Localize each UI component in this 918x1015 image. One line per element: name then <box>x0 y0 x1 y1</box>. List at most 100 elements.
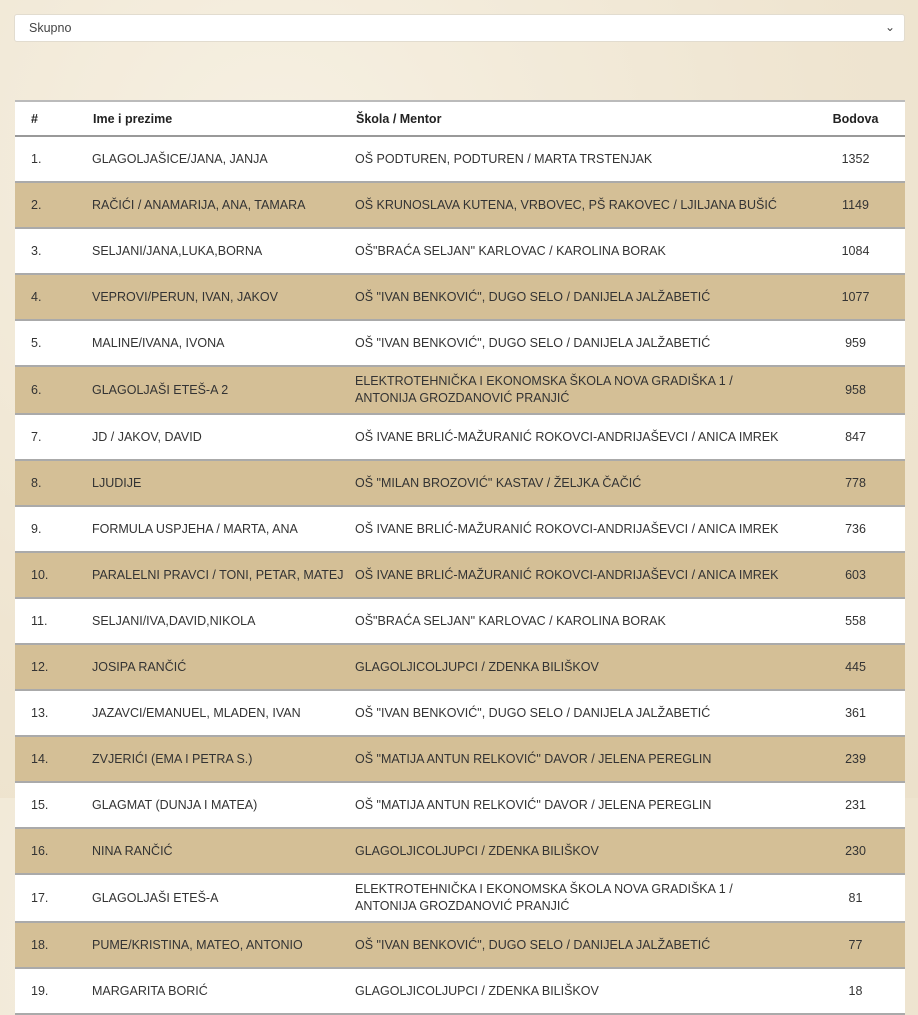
rank-cell: 17. <box>15 874 92 923</box>
name-cell: GLAGMAT (DUNJA I MATEA) <box>92 782 355 829</box>
rank-cell: 2. <box>15 182 92 229</box>
rank-cell: 10. <box>15 552 92 599</box>
school-cell: OŠ IVANE BRLIĆ-MAŽURANIĆ ROKOVCI-ANDRIJA… <box>355 552 806 599</box>
school-cell: OŠ PODTUREN, PODTUREN / MARTA TRSTENJAK <box>355 136 806 183</box>
points-cell: 77 <box>806 922 905 969</box>
rank-cell: 13. <box>15 690 92 737</box>
name-cell: RAČIĆI / ANAMARIJA, ANA, TAMARA <box>92 182 355 229</box>
points-cell: 603 <box>806 552 905 599</box>
table-row: 6. GLAGOLJAŠI ETEŠ-A 2 ELEKTROTEHNIČKA I E… <box>15 366 905 415</box>
points-cell: 445 <box>806 644 905 691</box>
rank-cell: 18. <box>15 922 92 969</box>
name-cell: GLAGOLJAŠI ETEŠ-A <box>92 874 355 923</box>
name-cell: VEPROVI/PERUN, IVAN, JAKOV <box>92 274 355 321</box>
school-cell: OŠ "MATIJA ANTUN RELKOVIĆ" DAVOR / JELEN… <box>355 736 806 783</box>
points-cell: 958 <box>806 366 905 415</box>
rank-cell: 5. <box>15 320 92 367</box>
table-row: 13. JAZAVCI/EMANUEL, MLADEN, IVAN OŠ "IVAN… <box>15 690 905 737</box>
name-cell: JD / JAKOV, DAVID <box>92 414 355 461</box>
rank-cell: 1. <box>15 136 92 183</box>
header-rank: # <box>15 100 92 137</box>
points-cell: 18 <box>806 968 905 1015</box>
category-select-value: Skupno <box>29 21 72 35</box>
rank-cell: 14. <box>15 736 92 783</box>
header-school: Škola / Mentor <box>355 100 806 137</box>
table-row: 18. PUME/KRISTINA, MATEO, ANTONIO OŠ "IVAN… <box>15 922 905 969</box>
name-cell: NINA RANČIĆ <box>92 828 355 875</box>
rank-cell: 9. <box>15 506 92 553</box>
name-cell: MARGARITA BORIĆ <box>92 968 355 1015</box>
name-cell: PUME/KRISTINA, MATEO, ANTONIO <box>92 922 355 969</box>
table-row: 8. LJUDIJE OŠ "MILAN BROZOVIĆ" KASTAV / ŽE… <box>15 460 905 507</box>
name-cell: SELJANI/JANA,LUKA,BORNA <box>92 228 355 275</box>
name-cell: GLAGOLJAŠICE/JANA, JANJA <box>92 136 355 183</box>
table-row: 15. GLAGMAT (DUNJA I MATEA) OŠ "MATIJA ANT… <box>15 782 905 829</box>
table-header: # Ime i prezime Škola / Mentor Bodova <box>15 100 905 137</box>
rank-cell: 19. <box>15 968 92 1015</box>
header-name: Ime i prezime <box>92 100 355 137</box>
table-row: 1. GLAGOLJAŠICE/JANA, JANJA OŠ PODTUREN, P… <box>15 136 905 183</box>
table-row: 16. NINA RANČIĆ GLAGOLJICOLJUPCI / ZDENKA … <box>15 828 905 875</box>
results-table: # Ime i prezime Škola / Mentor Bodova 1.… <box>15 100 905 1015</box>
school-cell: ELEKTROTEHNIČKA I EKONOMSKA ŠKOLA NOVA G… <box>355 366 806 415</box>
name-cell: FORMULA USPJEHA / MARTA, ANA <box>92 506 355 553</box>
points-cell: 959 <box>806 320 905 367</box>
table-row: 10. PARALELNI PRAVCI / TONI, PETAR, MATEJ… <box>15 552 905 599</box>
school-cell: OŠ "MILAN BROZOVIĆ" KASTAV / ŽELJKA ČAČI… <box>355 460 806 507</box>
name-cell: ZVJERIĆI (EMA I PETRA S.) <box>92 736 355 783</box>
school-cell: OŠ IVANE BRLIĆ-MAŽURANIĆ ROKOVCI-ANDRIJA… <box>355 506 806 553</box>
school-cell: ELEKTROTEHNIČKA I EKONOMSKA ŠKOLA NOVA G… <box>355 874 806 923</box>
table-row: 7. JD / JAKOV, DAVID OŠ IVANE BRLIĆ-MAŽURA… <box>15 414 905 461</box>
points-cell: 1352 <box>806 136 905 183</box>
table-row: 4. VEPROVI/PERUN, IVAN, JAKOV OŠ "IVAN BEN… <box>15 274 905 321</box>
rank-cell: 7. <box>15 414 92 461</box>
points-cell: 239 <box>806 736 905 783</box>
table-row: 5. MALINE/IVANA, IVONA OŠ "IVAN BENKOVIĆ",… <box>15 320 905 367</box>
school-cell: GLAGOLJICOLJUPCI / ZDENKA BILIŠKOV <box>355 828 806 875</box>
points-cell: 1084 <box>806 228 905 275</box>
school-cell: GLAGOLJICOLJUPCI / ZDENKA BILIŠKOV <box>355 968 806 1015</box>
table-row: 12. JOSIPA RANČIĆ GLAGOLJICOLJUPCI / ZDENK… <box>15 644 905 691</box>
table-row: 17. GLAGOLJAŠI ETEŠ-A ELEKTROTEHNIČKA I EK… <box>15 874 905 923</box>
rank-cell: 11. <box>15 598 92 645</box>
points-cell: 231 <box>806 782 905 829</box>
school-cell: OŠ "IVAN BENKOVIĆ", DUGO SELO / DANIJELA… <box>355 274 806 321</box>
rank-cell: 15. <box>15 782 92 829</box>
table-row: 14. ZVJERIĆI (EMA I PETRA S.) OŠ "MATIJA A… <box>15 736 905 783</box>
name-cell: GLAGOLJAŠI ETEŠ-A 2 <box>92 366 355 415</box>
name-cell: JOSIPA RANČIĆ <box>92 644 355 691</box>
name-cell: MALINE/IVANA, IVONA <box>92 320 355 367</box>
school-cell: OŠ "IVAN BENKOVIĆ", DUGO SELO / DANIJELA… <box>355 922 806 969</box>
school-cell: OŠ "MATIJA ANTUN RELKOVIĆ" DAVOR / JELEN… <box>355 782 806 829</box>
table-row: 2. RAČIĆI / ANAMARIJA, ANA, TAMARA OŠ KRUN… <box>15 182 905 229</box>
school-cell: OŠ IVANE BRLIĆ-MAŽURANIĆ ROKOVCI-ANDRIJA… <box>355 414 806 461</box>
name-cell: LJUDIJE <box>92 460 355 507</box>
table-row: 11. SELJANI/IVA,DAVID,NIKOLA OŠ"BRAĆA SELJ… <box>15 598 905 645</box>
points-cell: 558 <box>806 598 905 645</box>
category-select[interactable]: Skupno ⌄ <box>14 14 905 42</box>
points-cell: 778 <box>806 460 905 507</box>
rank-cell: 3. <box>15 228 92 275</box>
points-cell: 847 <box>806 414 905 461</box>
name-cell: SELJANI/IVA,DAVID,NIKOLA <box>92 598 355 645</box>
name-cell: JAZAVCI/EMANUEL, MLADEN, IVAN <box>92 690 355 737</box>
points-cell: 1077 <box>806 274 905 321</box>
table-row: 3. SELJANI/JANA,LUKA,BORNA OŠ"BRAĆA SELJAN… <box>15 228 905 275</box>
school-cell: OŠ KRUNOSLAVA KUTENA, VRBOVEC, PŠ RAKOVE… <box>355 182 806 229</box>
school-cell: OŠ "IVAN BENKOVIĆ", DUGO SELO / DANIJELA… <box>355 320 806 367</box>
table-row: 9. FORMULA USPJEHA / MARTA, ANA OŠ IVANE B… <box>15 506 905 553</box>
rank-cell: 16. <box>15 828 92 875</box>
rank-cell: 8. <box>15 460 92 507</box>
points-cell: 361 <box>806 690 905 737</box>
rank-cell: 6. <box>15 366 92 415</box>
table-row: 19. MARGARITA BORIĆ GLAGOLJICOLJUPCI / ZDE… <box>15 968 905 1015</box>
points-cell: 736 <box>806 506 905 553</box>
rank-cell: 4. <box>15 274 92 321</box>
name-cell: PARALELNI PRAVCI / TONI, PETAR, MATEJ <box>92 552 355 599</box>
points-cell: 230 <box>806 828 905 875</box>
points-cell: 81 <box>806 874 905 923</box>
header-points: Bodova <box>806 100 905 137</box>
school-cell: OŠ"BRAĆA SELJAN" KARLOVAC / KAROLINA BOR… <box>355 598 806 645</box>
school-cell: OŠ"BRAĆA SELJAN" KARLOVAC / KAROLINA BOR… <box>355 228 806 275</box>
school-cell: GLAGOLJICOLJUPCI / ZDENKA BILIŠKOV <box>355 644 806 691</box>
